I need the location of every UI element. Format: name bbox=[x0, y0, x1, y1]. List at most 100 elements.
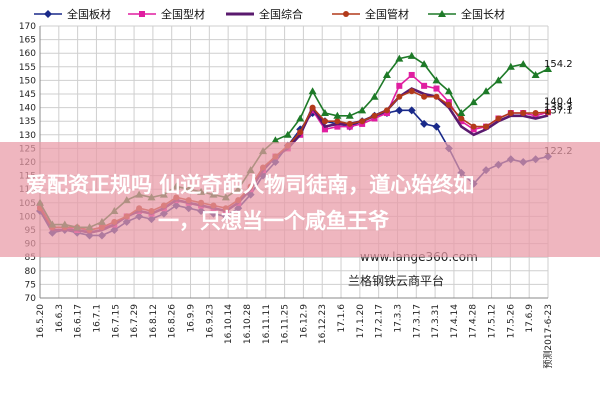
x-tick-label: 16.10.14 bbox=[224, 304, 234, 344]
x-tick-label: 16.11.11 bbox=[262, 304, 272, 344]
data-point bbox=[320, 109, 329, 117]
x-tick-label: 17.3.31 bbox=[431, 304, 441, 338]
data-point bbox=[520, 110, 527, 117]
x-tick-label: 17.1.20 bbox=[356, 304, 366, 339]
x-tick-label: 16.12.23 bbox=[318, 304, 328, 344]
legend-marker bbox=[438, 10, 446, 17]
data-point bbox=[395, 106, 404, 115]
data-point bbox=[308, 87, 317, 95]
y-tick-label: 160 bbox=[19, 49, 36, 59]
data-point bbox=[345, 111, 354, 119]
data-point bbox=[495, 115, 502, 122]
data-point bbox=[470, 123, 477, 130]
data-point bbox=[396, 93, 403, 100]
banner-background bbox=[0, 142, 600, 257]
data-point bbox=[296, 114, 305, 122]
data-point bbox=[532, 110, 539, 117]
y-tick-label: 85 bbox=[25, 253, 36, 263]
data-point bbox=[445, 101, 452, 108]
data-point bbox=[444, 87, 453, 95]
data-point bbox=[408, 88, 415, 95]
chart-legend: 全国板材 全国型材 全国综合 全国管材 全国长材 bbox=[34, 7, 505, 21]
y-tick-label: 70 bbox=[25, 294, 37, 304]
x-tick-label: 17.3.3 bbox=[393, 304, 403, 333]
x-tick-label: 17.4.14 bbox=[450, 304, 460, 339]
x-tick-label: 17.2.17 bbox=[375, 304, 385, 338]
x-tick-label: 16.7.15 bbox=[111, 304, 121, 338]
banner-text-line2: 一，只想当一个咸鱼王爷 bbox=[158, 209, 390, 233]
data-point bbox=[469, 98, 478, 106]
data-point bbox=[420, 60, 429, 68]
x-tick-label: 16.9.9 bbox=[187, 304, 197, 333]
x-tick-label: 16.8.12 bbox=[149, 304, 159, 338]
data-point bbox=[507, 110, 514, 117]
data-point bbox=[271, 136, 280, 144]
x-tick-label: 16.11.25 bbox=[281, 304, 291, 344]
data-point bbox=[457, 109, 466, 117]
data-point bbox=[334, 123, 341, 130]
data-point bbox=[432, 122, 441, 131]
y-tick-label: 165 bbox=[19, 36, 36, 46]
x-tick-label: 16.9.23 bbox=[205, 304, 215, 338]
legend-marker bbox=[44, 10, 52, 18]
data-point bbox=[483, 123, 490, 130]
data-point bbox=[346, 120, 353, 127]
data-point bbox=[370, 92, 379, 100]
x-tick-label: 16.7.29 bbox=[130, 304, 140, 339]
y-tick-label: 150 bbox=[19, 76, 36, 86]
y-tick-label: 75 bbox=[25, 280, 36, 290]
end-value-label: 154.2 bbox=[544, 59, 573, 70]
legend-label: 全国长材 bbox=[461, 7, 505, 21]
data-point bbox=[531, 70, 540, 78]
data-point bbox=[371, 112, 378, 119]
x-tick-label: 17.5.26 bbox=[506, 304, 516, 339]
data-point bbox=[334, 118, 341, 125]
end-value-label: 140.4 bbox=[544, 97, 573, 108]
data-point bbox=[458, 115, 465, 122]
data-point bbox=[297, 129, 304, 136]
x-tick-label: 16.6.3 bbox=[55, 304, 65, 333]
banner-text-line1: 爱配资正规吗 仙逆奇葩人物司徒南，道心始终如 bbox=[26, 173, 474, 197]
data-point bbox=[333, 111, 342, 119]
y-tick-label: 135 bbox=[19, 117, 36, 127]
x-tick-label: 16.6.17 bbox=[74, 304, 84, 338]
overlay-banner: 爱配资正规吗 仙逆奇葩人物司徒南，道心始终如 一，只想当一个咸鱼王爷 bbox=[0, 142, 600, 257]
y-tick-label: 140 bbox=[19, 104, 36, 114]
data-point bbox=[544, 64, 552, 72]
data-point bbox=[420, 119, 429, 128]
legend-label: 全国综合 bbox=[259, 7, 303, 21]
data-point bbox=[396, 82, 403, 89]
data-point bbox=[321, 126, 328, 133]
legend-marker bbox=[343, 11, 349, 17]
x-tick-label: 预测2017-6-23 bbox=[543, 304, 554, 369]
x-tick-label: 17.5.12 bbox=[488, 304, 498, 338]
legend-label: 全国型材 bbox=[161, 7, 205, 21]
x-axis-ticks: 16.5.20 16.6.3 16.6.17 16.7.1 16.7.15 16.7.29… bbox=[36, 304, 554, 369]
data-point bbox=[494, 76, 503, 84]
data-point bbox=[383, 107, 390, 114]
data-point bbox=[421, 93, 428, 100]
data-point bbox=[506, 62, 515, 70]
x-tick-label: 16.10.28 bbox=[243, 304, 253, 344]
x-tick-label: 16.8.26 bbox=[168, 304, 178, 339]
data-point bbox=[407, 106, 416, 115]
data-point bbox=[382, 70, 391, 78]
data-point bbox=[545, 109, 551, 116]
data-point bbox=[519, 60, 528, 68]
data-point bbox=[408, 71, 415, 78]
data-point bbox=[433, 93, 440, 100]
data-point bbox=[432, 76, 441, 84]
x-tick-label: 16.5.20 bbox=[36, 304, 46, 339]
end-value-label: 137.1 bbox=[544, 105, 573, 116]
x-tick-label: 17.4.28 bbox=[469, 304, 479, 339]
end-value-label: 138.3 bbox=[544, 102, 573, 113]
legend-label: 全国板材 bbox=[67, 7, 111, 21]
x-tick-label: 17.1.6 bbox=[337, 304, 347, 333]
y-tick-label: 80 bbox=[25, 267, 37, 277]
y-tick-label: 130 bbox=[19, 131, 36, 141]
x-tick-label: 17.3.17 bbox=[412, 304, 422, 338]
data-point bbox=[309, 104, 316, 111]
data-point bbox=[395, 54, 404, 62]
data-point bbox=[482, 87, 491, 95]
